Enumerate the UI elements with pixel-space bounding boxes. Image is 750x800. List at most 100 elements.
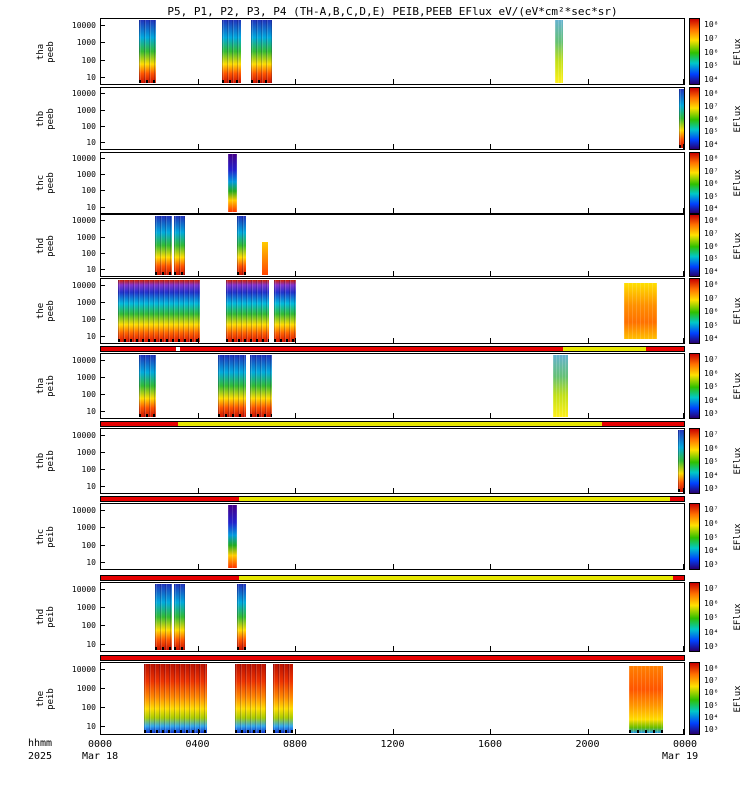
x-axis-tick [295, 79, 296, 84]
colorbar-title: EFlux [733, 297, 743, 325]
x-axis-tick [197, 208, 199, 213]
colorbar-thc-peeb [689, 152, 700, 214]
y-axis-tick [101, 142, 105, 144]
colorbar-tick-label: 10⁴ [704, 470, 719, 480]
colorbar-tick-label: 10⁷ [704, 293, 719, 303]
x-axis-tick [392, 144, 394, 149]
spectrogram-interval [174, 584, 186, 650]
panel-frame-the-peib [100, 662, 685, 735]
panel-frame-thd-peib [100, 582, 685, 652]
x-axis-tick [490, 729, 491, 734]
status-bar-segment [100, 496, 239, 502]
spectrogram-interval [628, 665, 663, 733]
y-axis-tick-label: 10000 [71, 585, 96, 594]
colorbar-tick-label: 10⁴ [704, 75, 719, 84]
colorbar-tick-label: 10⁸ [704, 664, 719, 673]
y-axis-tick [101, 451, 105, 453]
x-axis-tick [392, 564, 394, 569]
colorbar-tick-label: 10⁸ [704, 20, 719, 29]
status-bar [100, 655, 685, 661]
y-axis-tick-label: 10 [86, 407, 96, 417]
y-axis-tick-label: 10 [86, 73, 96, 82]
x-axis-tick [392, 646, 394, 651]
x-axis-tick [295, 729, 296, 734]
status-bar-segment [646, 346, 685, 352]
colorbar-tick-label: 10⁵ [704, 613, 719, 622]
probe-label: thb [36, 110, 46, 127]
colorbar-the-peeb [689, 278, 700, 344]
colorbar-tick-label: 10³ [704, 560, 719, 569]
probe-label: thc [36, 528, 46, 545]
colorbar-tick-label: 10⁶ [704, 688, 719, 698]
y-axis-tick-label: 10 [86, 722, 96, 732]
colorbar-tick-label: 10⁸ [704, 280, 719, 289]
colorbar-tick-label: 10⁵ [704, 191, 719, 201]
y-axis-tick-label: 10 [86, 332, 96, 342]
colorbar-tick-label: 10⁶ [704, 47, 719, 57]
colorbar-tick-label: 10⁵ [704, 457, 719, 466]
y-axis-tick [101, 253, 105, 255]
x-axis-tick [392, 79, 394, 84]
spectrogram-interval [236, 215, 247, 276]
y-axis-tick-label: 100 [81, 55, 96, 65]
y-axis-tick-label: 1000 [76, 297, 96, 307]
panel-label-tha-peeb: tha peeb [36, 41, 56, 63]
y-axis-tick [101, 669, 105, 671]
colorbar-tick-label: 10⁵ [704, 254, 719, 264]
x-axis-tick [587, 646, 589, 651]
y-axis-tick [101, 643, 105, 645]
colorbar-tick-label: 10⁶ [704, 518, 719, 528]
x-axis-tick [392, 338, 394, 343]
y-axis-tick [101, 359, 105, 361]
colorbar-tick-label: 10⁷ [704, 228, 719, 238]
spectrogram-interval [677, 430, 685, 492]
x-axis-tick [295, 488, 296, 493]
panel-label-thb-peeb: thb peeb [36, 108, 56, 130]
spectrogram-interval [154, 215, 172, 276]
y-axis-tick-label: 100 [81, 389, 96, 399]
colorbar-thb-peib [689, 428, 700, 494]
x-axis-tick [490, 208, 491, 213]
instrument-label: peeb [46, 107, 56, 130]
y-axis-tick-label: 1000 [76, 447, 96, 457]
x-axis-tick [490, 338, 491, 343]
x-axis-tick [490, 144, 491, 149]
x-axis-tick [683, 79, 684, 84]
y-axis-tick-label: 100 [81, 122, 96, 132]
colorbar-tick-label: 10⁶ [704, 443, 719, 453]
y-axis-tick [101, 411, 105, 413]
x-axis-tick [587, 79, 589, 84]
colorbar-tick-label: 10⁵ [704, 127, 719, 137]
probe-label: the [36, 690, 46, 707]
y-axis-tick-label: 10000 [71, 280, 96, 290]
x-axis-tick [587, 413, 589, 418]
spectrogram-interval [251, 20, 272, 83]
panel-frame-thb-peeb [100, 87, 685, 150]
y-axis-tick [101, 509, 105, 511]
y-axis-tick [101, 284, 105, 286]
colorbar-tick-label: 10⁷ [704, 430, 719, 439]
colorbar-tick-label: 10⁴ [704, 140, 719, 149]
y-axis-tick [101, 336, 105, 338]
instrument-label: peib [46, 525, 56, 548]
instrument-label: peib [46, 450, 56, 472]
y-axis-tick-label: 1000 [76, 523, 96, 533]
x-axis-tick-label: 1600 [477, 739, 503, 750]
panel-frame-thc-peib [100, 503, 685, 570]
colorbar-tick-label: 10⁴ [704, 395, 719, 405]
y-axis-tick [101, 190, 105, 192]
x-axis-tick [197, 564, 199, 569]
y-axis-tick-label: 100 [81, 314, 96, 324]
panel-label-the-peeb: the peeb [36, 300, 56, 322]
spectrogram-interval [228, 505, 237, 568]
spectrogram-interval [154, 584, 172, 650]
status-bar-segment [178, 421, 603, 427]
panel-frame-thd-peeb [100, 214, 685, 277]
colorbar-tick-label: 10⁴ [704, 546, 719, 556]
x-axis-tick [197, 488, 199, 493]
instrument-label: peib [46, 687, 56, 710]
x-axis-tick [100, 338, 101, 343]
x-axis-tick [490, 646, 491, 651]
colorbar-title: EFlux [733, 37, 743, 66]
